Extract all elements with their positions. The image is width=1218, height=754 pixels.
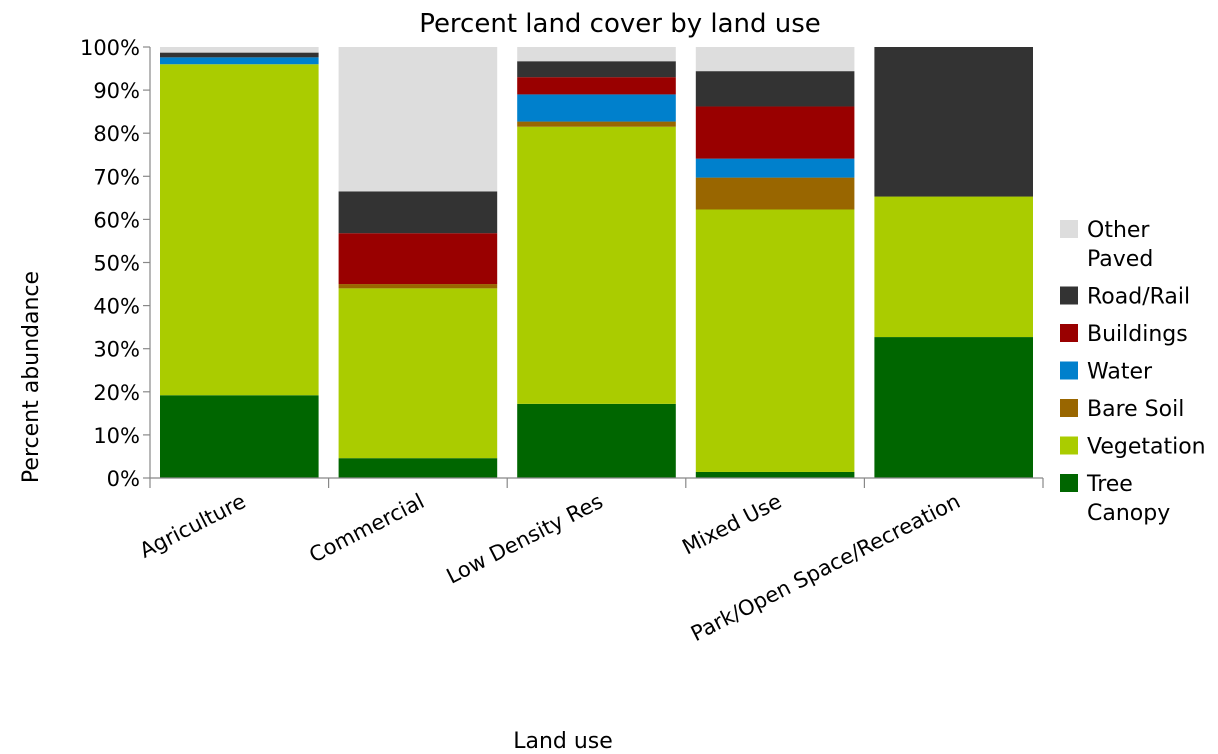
- bar-segment-park-open-space-recreation-road-rail: [874, 47, 1033, 197]
- legend-label-buildings: Buildings: [1087, 322, 1188, 347]
- bar-segment-park-open-space-recreation-vegetation: [874, 196, 1033, 338]
- bar-segment-low-density-res-vegetation: [517, 126, 676, 404]
- bar-segment-low-density-res-road-rail: [517, 61, 676, 78]
- x-axis: Agriculture Commercial Low Density Res Mixe…: [136, 477, 1044, 646]
- x-tick-label-low-density-res: Low Density Res: [443, 489, 607, 588]
- bar-segment-mixed-use-other-paved: [695, 47, 855, 72]
- y-tick-label-0: 0%: [107, 467, 140, 491]
- y-tick-label-40: 40%: [93, 295, 140, 319]
- plot-area: [150, 47, 1043, 478]
- legend-item-vegetation: Vegetation: [1060, 435, 1206, 460]
- bar-segment-mixed-use-water: [695, 158, 855, 178]
- bar-segment-mixed-use-buildings: [695, 106, 855, 159]
- y-tick-label-100: 100%: [80, 36, 140, 60]
- bar-segment-mixed-use-tree-canopy: [695, 471, 855, 478]
- bar-segment-mixed-use-bare-soil: [695, 177, 855, 210]
- chart-title: Percent land cover by land use: [419, 9, 821, 39]
- bar-segment-commercial-road-rail: [338, 191, 498, 234]
- legend-item-tree-canopy: Tree Canopy: [1060, 472, 1170, 526]
- y-axis-title: Percent abundance: [19, 271, 44, 483]
- legend-swatch-buildings: [1060, 324, 1078, 342]
- bar-segment-agriculture-tree-canopy: [160, 395, 319, 478]
- bar-segment-agriculture-vegetation: [160, 64, 319, 396]
- x-tick-label-commercial: Commercial: [305, 489, 428, 567]
- y-tick-label-50: 50%: [93, 252, 140, 276]
- bar-segment-agriculture-other-paved: [160, 47, 319, 53]
- legend: Other Paved Road/Rail Buildings Water Bare So…: [1060, 218, 1206, 526]
- legend-swatch-road-rail: [1060, 286, 1078, 305]
- legend-label-vegetation: Vegetation: [1087, 435, 1206, 460]
- y-tick-label-20: 20%: [93, 381, 140, 405]
- bar-segment-commercial-vegetation: [338, 288, 498, 459]
- legend-label-bare-soil: Bare Soil: [1087, 397, 1184, 422]
- legend-item-other-paved: Other Paved: [1060, 218, 1153, 272]
- bar-segment-agriculture-road-rail: [160, 52, 319, 58]
- legend-swatch-vegetation: [1060, 436, 1078, 455]
- legend-label-other-paved-line-1: Other: [1087, 218, 1150, 243]
- x-tick-label-mixed-use: Mixed Use: [678, 489, 785, 559]
- bar-segment-park-open-space-recreation-tree-canopy: [874, 337, 1033, 478]
- y-tick-label-30: 30%: [93, 338, 140, 362]
- bar-segment-low-density-res-buildings: [517, 77, 676, 95]
- legend-label-tree-canopy-line-2: Canopy: [1087, 501, 1170, 526]
- bar-stack-commercial: [338, 47, 498, 478]
- x-tick-label-agriculture: Agriculture: [136, 489, 250, 563]
- legend-item-bare-soil: Bare Soil: [1060, 397, 1184, 422]
- bar-segment-commercial-bare-soil: [338, 284, 498, 289]
- legend-label-other-paved-line-2: Paved: [1087, 247, 1153, 272]
- legend-item-water: Water: [1060, 360, 1153, 385]
- bar-segment-low-density-res-other-paved: [517, 47, 676, 62]
- y-axis: 0% 10% 20% 30% 40% 50% 60% 70% 80% 90% 100%: [80, 36, 151, 491]
- y-tick-label-60: 60%: [93, 208, 140, 232]
- y-tick-label-80: 80%: [93, 122, 140, 146]
- legend-label-water: Water: [1087, 360, 1153, 385]
- y-tick-label-10: 10%: [93, 424, 140, 448]
- bar-segment-commercial-tree-canopy: [338, 458, 498, 478]
- legend-swatch-other-paved: [1060, 220, 1078, 238]
- legend-swatch-tree-canopy: [1060, 474, 1078, 492]
- bar-segment-mixed-use-road-rail: [695, 71, 855, 107]
- bar-segment-low-density-res-water: [517, 94, 676, 122]
- x-axis-title: Land use: [513, 729, 613, 754]
- legend-label-road-rail: Road/Rail: [1087, 285, 1190, 310]
- bar-segment-mixed-use-vegetation: [695, 209, 855, 472]
- bar-segment-low-density-res-tree-canopy: [517, 403, 676, 478]
- bar-stack-park-open-space-recreation: [874, 47, 1033, 478]
- y-tick-label-70: 70%: [93, 165, 140, 189]
- bar-segment-low-density-res-bare-soil: [517, 121, 676, 127]
- bar-stack-agriculture: [160, 47, 319, 478]
- legend-label-tree-canopy-line-1: Tree: [1086, 472, 1133, 497]
- bar-segment-commercial-buildings: [338, 233, 498, 285]
- legend-item-buildings: Buildings: [1060, 322, 1188, 347]
- legend-swatch-water: [1060, 361, 1078, 380]
- bar-segment-agriculture-water: [160, 57, 319, 65]
- bar-stack-mixed-use: [695, 47, 855, 478]
- bar-stack-low-density-res: [517, 47, 676, 478]
- bar-segment-commercial-other-paved: [338, 47, 498, 192]
- legend-item-road-rail: Road/Rail: [1060, 285, 1190, 310]
- legend-swatch-bare-soil: [1060, 399, 1078, 417]
- y-tick-label-90: 90%: [93, 79, 140, 103]
